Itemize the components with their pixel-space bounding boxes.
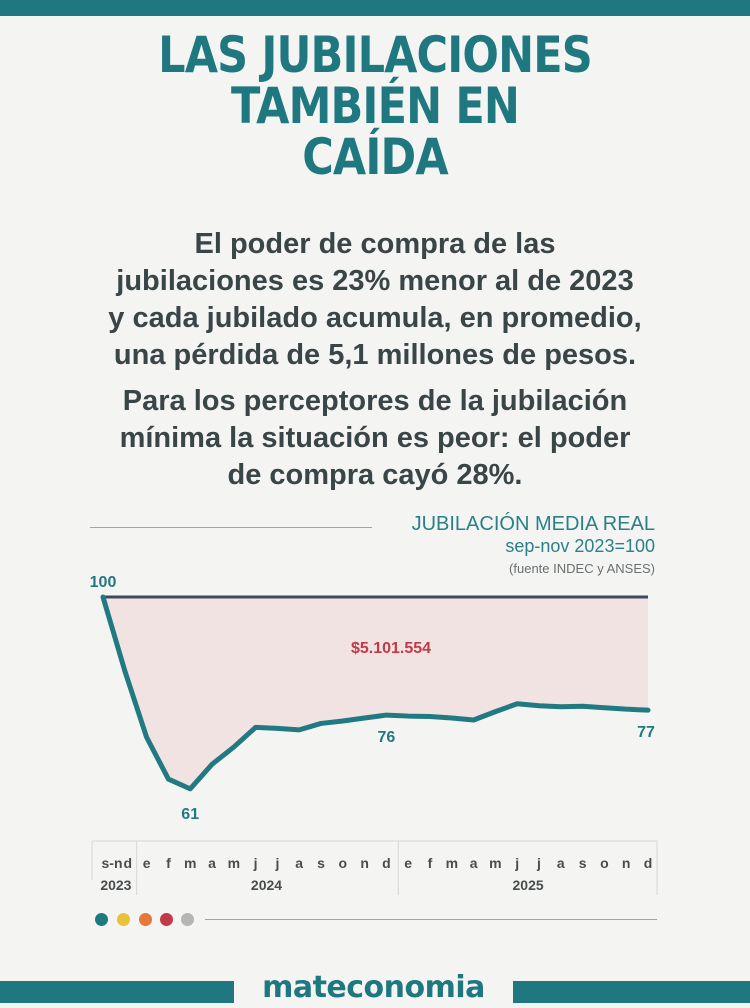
x-tick-label: s-n — [102, 855, 123, 871]
x-tick-label: o — [600, 855, 609, 871]
brand-logo: mateconomia — [234, 968, 513, 1008]
palette-dot-yellow — [117, 913, 130, 926]
year-label: 2023 — [100, 877, 131, 893]
x-tick-label: n — [622, 855, 631, 871]
x-tick-label: a — [557, 855, 565, 871]
x-tick-label: a — [208, 855, 216, 871]
x-tick-label: m — [228, 855, 240, 871]
x-tick-label: n — [360, 855, 369, 871]
palette-dot-orange — [139, 913, 152, 926]
data-label: 76 — [378, 729, 396, 746]
x-tick-label: d — [644, 855, 653, 871]
palette-dot-red — [160, 913, 173, 926]
x-tick-label: a — [470, 855, 478, 871]
x-tick-label: m — [446, 855, 458, 871]
x-tick-label: j — [253, 855, 258, 871]
x-tick-label: f — [166, 855, 171, 871]
x-tick-label: e — [143, 855, 151, 871]
x-tick-label: j — [514, 855, 519, 871]
x-tick-label: m — [489, 855, 501, 871]
x-tick-label: o — [339, 855, 348, 871]
year-label: 2025 — [513, 877, 544, 893]
x-tick-label: a — [295, 855, 303, 871]
x-tick-label: d — [382, 855, 391, 871]
palette-dot-teal — [95, 913, 108, 926]
x-tick-label: j — [536, 855, 541, 871]
loss-area — [103, 597, 648, 789]
data-label: 61 — [181, 806, 199, 823]
x-tick-label: m — [184, 855, 196, 871]
x-tick-label: s — [579, 855, 587, 871]
palette-dot-grey — [181, 913, 194, 926]
x-tick-label: s — [317, 855, 325, 871]
footer-bar-right — [513, 981, 750, 1003]
footer-bar-left — [0, 981, 234, 1003]
footer-divider — [205, 919, 657, 920]
loss-annotation: $5.101.554 — [351, 640, 431, 657]
year-label: 2024 — [251, 877, 282, 893]
data-label: 100 — [90, 574, 117, 591]
x-tick-label: e — [404, 855, 412, 871]
x-tick-label: j — [274, 855, 279, 871]
x-tick-label: d — [124, 855, 133, 871]
x-tick-label: f — [428, 855, 433, 871]
data-label: 77 — [637, 724, 655, 741]
